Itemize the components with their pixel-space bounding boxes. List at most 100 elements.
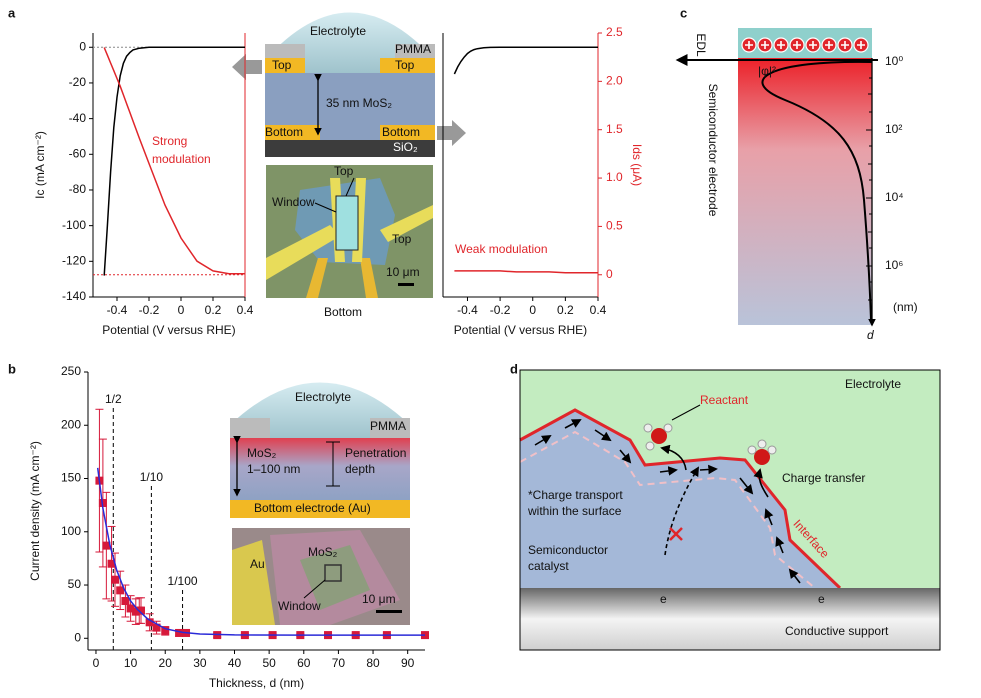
- label: 35 nm MoS₂: [326, 96, 392, 110]
- x-tick-label: 0.2: [557, 303, 574, 317]
- label: Penetration: [345, 446, 406, 460]
- x-tick-label: 30: [193, 656, 207, 670]
- x-tick-label: 0.4: [237, 303, 254, 317]
- label: (nm): [893, 300, 918, 314]
- x-tick-label: 50: [262, 656, 276, 670]
- y-tick-label: -60: [69, 146, 87, 160]
- label: Semiconductor: [528, 543, 608, 557]
- label: Top: [395, 58, 415, 72]
- label: PMMA: [395, 42, 431, 56]
- label: Electrolyte: [845, 377, 901, 391]
- x-tick-label: 0: [178, 303, 185, 317]
- y2-tick-label: 0.5: [606, 219, 623, 233]
- threshold-label: 1/100: [168, 574, 198, 588]
- label: 1–100 nm: [247, 462, 300, 476]
- label: Charge transfer: [782, 471, 865, 485]
- label: SiO₂: [393, 140, 418, 154]
- label: *Charge transport: [528, 488, 623, 502]
- label: Top: [334, 164, 354, 178]
- x-axis-label: Potential (V versus RHE): [102, 323, 235, 337]
- threshold-label: 1/2: [105, 392, 122, 406]
- x-tick-label: 0: [529, 303, 536, 317]
- label: Au: [250, 557, 265, 571]
- label: Top: [392, 232, 412, 246]
- x-tick-label: -0.4: [457, 303, 478, 317]
- marker: [126, 604, 135, 613]
- data-line: [103, 47, 245, 275]
- annotation: Weak modulation: [455, 242, 548, 256]
- x-tick-label: 40: [228, 656, 242, 670]
- label: Bottom: [265, 125, 303, 139]
- label: MoS₂: [308, 545, 338, 559]
- label: Reactant: [700, 393, 749, 407]
- label: Conductive support: [785, 624, 889, 638]
- label: Bottom: [382, 125, 420, 139]
- label: within the surface: [527, 504, 622, 518]
- y-axis-label: Current density (mA cm⁻²): [28, 441, 42, 581]
- y-tick-label: 150: [61, 471, 81, 485]
- y2-tick-label: 2.0: [606, 74, 623, 88]
- label: d: [867, 328, 874, 342]
- label: Semiconductor electrode: [706, 84, 720, 217]
- panel-label: d: [510, 361, 518, 376]
- y2-tick-label: 1.0: [606, 170, 623, 184]
- y2-tick-label: 1.5: [606, 122, 623, 136]
- label: 10 μm: [362, 592, 396, 606]
- y-tick-label: 200: [61, 417, 81, 431]
- x-tick-label: 90: [401, 656, 415, 670]
- y-tick-label: 50: [68, 577, 82, 591]
- y-tick-label: 0: [79, 39, 86, 53]
- y-tick-label: 100: [61, 524, 81, 538]
- label: Bottom electrode (Au): [254, 501, 371, 515]
- c-tick-label: 10⁰: [885, 54, 903, 68]
- label: MoS₂: [247, 446, 277, 460]
- label: Window: [272, 195, 315, 209]
- y-tick-label: -100: [62, 218, 86, 232]
- panel-label: b: [8, 361, 16, 376]
- label: Bottom: [324, 305, 362, 319]
- y-tick-label: -40: [69, 111, 87, 125]
- x-axis-label: Potential (V versus RHE): [454, 323, 587, 337]
- y2-axis-label: Ids (μA): [630, 144, 644, 186]
- data-line: [453, 46, 598, 75]
- y-tick-label: -80: [69, 182, 87, 196]
- label: catalyst: [528, 559, 569, 573]
- c-tick-label: 10⁴: [885, 190, 904, 204]
- label: PMMA: [370, 419, 406, 433]
- panel-c-diagram: [675, 28, 878, 327]
- panel-d-diagram: [519, 369, 941, 651]
- c-tick-label: 10²: [885, 122, 902, 136]
- marker: [136, 606, 145, 615]
- schematic-b: [230, 382, 410, 518]
- label: Top: [272, 58, 292, 72]
- y-tick-label: -20: [69, 75, 87, 89]
- panel-label: a: [8, 5, 16, 20]
- x-tick-label: 60: [297, 656, 311, 670]
- x-tick-label: -0.2: [490, 303, 511, 317]
- marker: [102, 541, 111, 550]
- c-tick-label: 10⁶: [885, 258, 903, 272]
- x-tick-label: 0.2: [205, 303, 222, 317]
- data-line: [96, 467, 425, 636]
- annotation: modulation: [152, 152, 211, 166]
- x-tick-label: 20: [159, 656, 173, 670]
- y-axis-label: Ic (mA cm⁻²): [33, 131, 47, 199]
- y2-tick-label: 0: [606, 267, 613, 281]
- x-tick-label: 10: [124, 656, 138, 670]
- x-tick-label: 70: [332, 656, 346, 670]
- annotation: Strong: [152, 134, 187, 148]
- marker: [152, 623, 161, 632]
- y-tick-label: -140: [62, 289, 86, 303]
- marker: [145, 618, 154, 627]
- label: Electrolyte: [295, 390, 351, 404]
- label: Electrolyte: [310, 24, 366, 38]
- marker: [107, 559, 116, 568]
- label: EDL: [694, 33, 708, 57]
- label: e: [818, 592, 825, 606]
- label: e: [660, 592, 667, 606]
- x-tick-label: -0.2: [139, 303, 160, 317]
- y-tick-label: -120: [62, 253, 86, 267]
- x-tick-label: -0.4: [107, 303, 128, 317]
- marker: [116, 586, 125, 595]
